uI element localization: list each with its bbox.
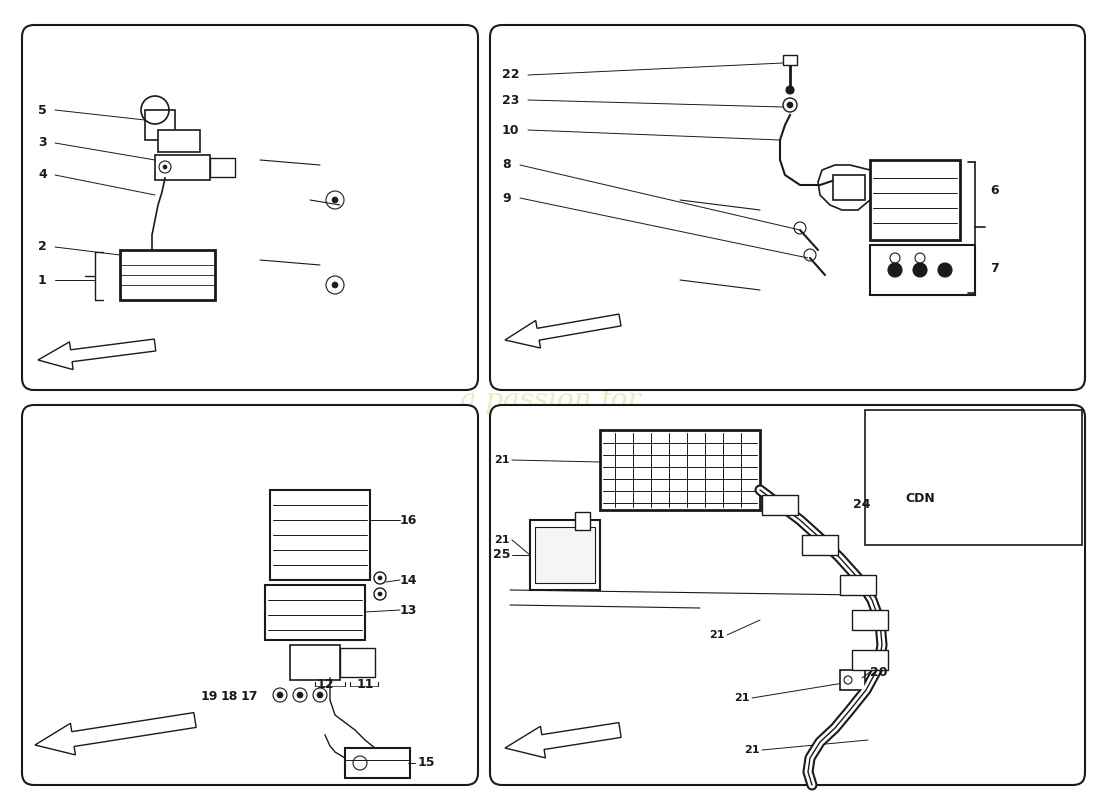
Bar — [210, 158, 235, 177]
Bar — [840, 575, 876, 595]
Polygon shape — [39, 339, 156, 370]
Bar — [865, 410, 1082, 545]
Bar — [762, 495, 798, 515]
Bar — [802, 535, 838, 555]
Text: 10: 10 — [502, 123, 519, 137]
Text: 21: 21 — [495, 455, 510, 465]
Bar — [158, 130, 200, 152]
Bar — [783, 55, 798, 65]
Bar — [345, 748, 410, 778]
Text: 14: 14 — [400, 574, 418, 586]
Circle shape — [378, 592, 382, 596]
Text: 4: 4 — [39, 169, 46, 182]
Text: 22: 22 — [502, 69, 519, 82]
Bar — [145, 110, 175, 140]
Text: 17: 17 — [241, 690, 258, 702]
Bar — [265, 585, 365, 640]
Text: 21: 21 — [710, 630, 725, 640]
Text: 21: 21 — [735, 693, 750, 703]
Text: 13: 13 — [400, 603, 417, 617]
Bar — [833, 175, 865, 200]
Text: 2: 2 — [39, 241, 46, 254]
Text: 11: 11 — [356, 678, 374, 691]
Circle shape — [332, 197, 338, 203]
FancyBboxPatch shape — [490, 405, 1085, 785]
Circle shape — [378, 576, 382, 580]
Text: 23: 23 — [502, 94, 519, 106]
Circle shape — [786, 86, 794, 94]
Circle shape — [888, 263, 902, 277]
FancyBboxPatch shape — [22, 25, 478, 390]
Text: 5: 5 — [39, 103, 46, 117]
Bar — [120, 250, 214, 300]
Bar — [870, 160, 960, 240]
Bar — [880, 423, 940, 480]
Text: 20: 20 — [870, 666, 888, 678]
Bar — [600, 430, 760, 510]
Circle shape — [163, 165, 167, 169]
Bar — [530, 520, 600, 590]
Text: 3: 3 — [39, 137, 46, 150]
Text: 25: 25 — [493, 549, 510, 562]
Bar — [852, 650, 888, 670]
Text: 21: 21 — [745, 745, 760, 755]
Circle shape — [277, 692, 283, 698]
FancyBboxPatch shape — [490, 25, 1085, 390]
Text: 6: 6 — [990, 183, 999, 197]
Circle shape — [938, 263, 952, 277]
Polygon shape — [505, 314, 622, 348]
Text: 18: 18 — [221, 690, 238, 702]
Bar — [340, 648, 375, 677]
Text: 16: 16 — [400, 514, 417, 526]
Bar — [870, 245, 975, 295]
Text: 7: 7 — [990, 262, 999, 274]
Circle shape — [317, 692, 323, 698]
Circle shape — [332, 282, 338, 288]
Text: 1: 1 — [39, 274, 46, 286]
Text: 9: 9 — [502, 191, 510, 205]
Bar — [575, 512, 590, 530]
FancyBboxPatch shape — [22, 405, 478, 785]
Polygon shape — [35, 713, 196, 755]
Polygon shape — [505, 722, 622, 758]
Circle shape — [297, 692, 302, 698]
Text: a passion for: a passion for — [460, 386, 640, 414]
Text: 15: 15 — [418, 757, 436, 770]
Bar — [852, 610, 888, 630]
Circle shape — [913, 263, 927, 277]
Text: 19: 19 — [200, 690, 218, 702]
Bar — [840, 670, 865, 690]
Text: 8: 8 — [502, 158, 510, 171]
Bar — [155, 155, 210, 180]
Circle shape — [786, 102, 793, 108]
Bar — [290, 645, 340, 680]
Text: since 1985: since 1985 — [488, 357, 612, 379]
Bar — [270, 490, 370, 580]
Text: 24: 24 — [852, 498, 870, 511]
Text: 12: 12 — [317, 678, 333, 691]
Text: 21: 21 — [495, 535, 510, 545]
Bar — [535, 527, 595, 583]
Text: CDN: CDN — [905, 491, 935, 505]
